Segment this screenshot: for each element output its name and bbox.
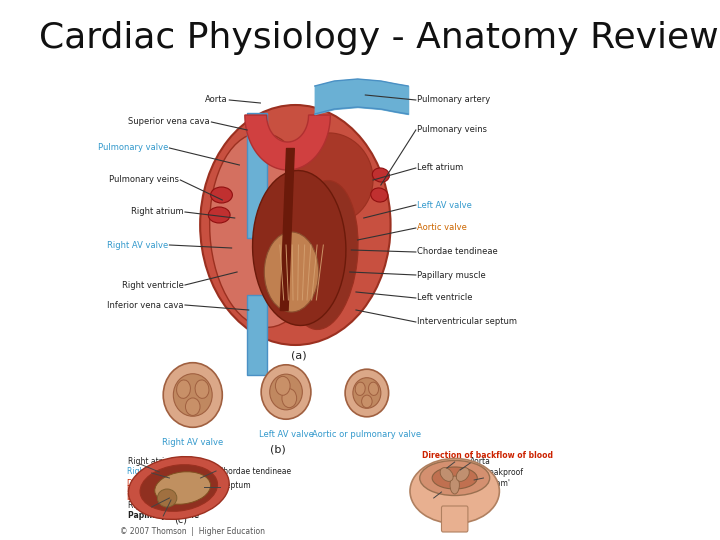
Text: blood: blood (127, 492, 148, 502)
Ellipse shape (163, 363, 222, 427)
Text: Right atrium: Right atrium (131, 207, 184, 217)
Text: Pulmonary valve: Pulmonary valve (97, 144, 168, 152)
Text: Right ventricle: Right ventricle (122, 280, 184, 289)
Ellipse shape (253, 171, 346, 326)
Ellipse shape (353, 377, 381, 408)
Text: Chordae tendineae: Chordae tendineae (418, 247, 498, 256)
FancyBboxPatch shape (247, 295, 267, 375)
FancyBboxPatch shape (247, 113, 267, 238)
Text: Left AV valve: Left AV valve (418, 200, 472, 210)
Text: Pulmonary artery: Pulmonary artery (418, 96, 490, 105)
Text: Aortic valve: Aortic valve (418, 224, 467, 233)
Text: Leakproof
'seam': Leakproof 'seam' (485, 468, 523, 488)
Ellipse shape (155, 472, 210, 504)
Text: Right AV valve: Right AV valve (107, 240, 168, 249)
Text: Left ventricle: Left ventricle (418, 294, 473, 302)
Ellipse shape (200, 105, 390, 345)
Text: Superior vena cava: Superior vena cava (128, 118, 210, 126)
Ellipse shape (372, 168, 390, 182)
Text: Direction of: Direction of (127, 478, 171, 488)
Text: Aortic
valve: Aortic valve (420, 487, 442, 505)
Text: Left atrium: Left atrium (418, 164, 464, 172)
Ellipse shape (410, 458, 500, 523)
Ellipse shape (371, 188, 388, 202)
Text: Pulmonary veins: Pulmonary veins (418, 125, 487, 134)
Ellipse shape (345, 369, 389, 417)
Ellipse shape (261, 365, 311, 419)
Ellipse shape (287, 180, 358, 329)
Text: (c): (c) (175, 515, 188, 525)
Ellipse shape (174, 374, 212, 416)
Text: Interventricular septum: Interventricular septum (418, 318, 518, 327)
Text: Right ventricle: Right ventricle (128, 502, 185, 510)
Ellipse shape (432, 467, 477, 489)
Ellipse shape (440, 468, 453, 481)
Ellipse shape (456, 468, 469, 481)
Ellipse shape (287, 133, 373, 223)
Ellipse shape (128, 457, 229, 519)
Ellipse shape (276, 376, 290, 395)
Ellipse shape (282, 389, 297, 408)
FancyBboxPatch shape (441, 506, 468, 532)
Text: Right atrium: Right atrium (128, 456, 176, 465)
Ellipse shape (211, 187, 233, 203)
Text: Direction of backflow of blood: Direction of backflow of blood (422, 450, 553, 460)
Text: Septum: Septum (222, 482, 251, 490)
Ellipse shape (195, 380, 209, 399)
Text: Inferior vena cava: Inferior vena cava (107, 300, 184, 309)
Ellipse shape (158, 489, 177, 507)
Text: Aortic or pulmonary valve: Aortic or pulmonary valve (312, 430, 421, 439)
Ellipse shape (270, 374, 302, 410)
Text: Aorta: Aorta (470, 457, 491, 467)
Ellipse shape (355, 382, 365, 395)
Text: Left AV valve: Left AV valve (258, 430, 313, 439)
Text: Right AV valve: Right AV valve (127, 468, 183, 476)
Ellipse shape (450, 476, 459, 494)
Text: Cardiac Physiology - Anatomy Review: Cardiac Physiology - Anatomy Review (39, 21, 719, 55)
Text: Pulmonary veins: Pulmonary veins (109, 176, 179, 185)
Ellipse shape (210, 133, 319, 327)
Text: (b): (b) (271, 445, 286, 455)
Ellipse shape (420, 461, 490, 496)
Ellipse shape (176, 380, 190, 399)
Text: Chordae tendineae: Chordae tendineae (217, 467, 291, 476)
Ellipse shape (361, 395, 372, 408)
Ellipse shape (264, 232, 319, 312)
Text: backflow of: backflow of (127, 485, 171, 495)
Text: Papillary muscle: Papillary muscle (418, 271, 486, 280)
Text: Aorta: Aorta (205, 96, 228, 105)
Text: © 2007 Thomson  |  Higher Education: © 2007 Thomson | Higher Education (120, 527, 266, 536)
Ellipse shape (186, 398, 200, 415)
Ellipse shape (369, 382, 379, 395)
Text: (a): (a) (292, 350, 307, 360)
Text: Right AV valve: Right AV valve (162, 438, 223, 447)
Ellipse shape (140, 465, 217, 511)
Text: (d): (d) (449, 521, 463, 531)
Text: Papillary muscle: Papillary muscle (128, 511, 199, 521)
Polygon shape (245, 115, 330, 170)
Ellipse shape (208, 207, 230, 223)
